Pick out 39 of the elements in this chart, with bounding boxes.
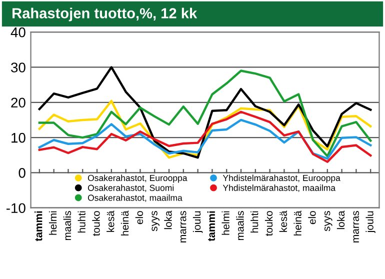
x-tick-label: joulu xyxy=(192,211,203,233)
x-tick-label: kesä xyxy=(106,210,114,232)
x-tick-label: marras xyxy=(353,211,359,242)
line-series xyxy=(38,110,372,163)
x-tick-label: touko xyxy=(264,211,273,236)
x-tick-label: loka xyxy=(336,210,345,230)
x-tick-label: heinä xyxy=(120,210,129,236)
legend-label: Yhdistelmärahastot, maailma xyxy=(222,184,336,192)
legend-label: Yhdistelmärahastot, Eurooppa xyxy=(222,174,340,183)
x-tick-label: maalis xyxy=(63,211,72,240)
x-tick-label: joulu xyxy=(366,211,376,233)
x-tick-label: syys xyxy=(324,211,332,232)
x-tick-label: loka xyxy=(164,210,172,230)
x-tick-label: touko xyxy=(92,211,100,236)
x-tick-label: helmi xyxy=(222,211,230,235)
legend-label: Osakerahastot, maailma xyxy=(88,194,182,202)
y-tick-label: 30 xyxy=(11,62,26,72)
x-tick-label: marras xyxy=(180,211,186,242)
x-tick-label: tammi xyxy=(34,211,42,242)
x-tick-label: huhti xyxy=(250,211,258,232)
y-tick-label: 10 xyxy=(12,132,26,143)
y-tick-label: -10 xyxy=(6,203,26,214)
x-tick-label: elo xyxy=(308,211,316,224)
x-tick-label: tammi xyxy=(207,211,216,242)
line-series xyxy=(38,100,372,159)
x-tick-label: kesä xyxy=(279,210,287,232)
x-tick-label: elo xyxy=(135,211,144,224)
line-series xyxy=(38,118,372,160)
x-tick-label: huhti xyxy=(78,211,86,232)
y-tick-label: 40 xyxy=(10,27,26,38)
y-tick-label: 20 xyxy=(11,98,26,108)
x-tick-label: helmi xyxy=(48,211,57,235)
y-tick-label: 0 xyxy=(18,168,26,178)
legend-label: Osakerahastot, Suomi xyxy=(88,184,174,192)
chart-title: Rahastojen tuotto,%, 12 kk xyxy=(12,8,198,22)
x-tick-label: heinä xyxy=(294,210,302,236)
x-tick-label: syys xyxy=(152,211,160,232)
legend-label: Osakerahastot, Eurooppa xyxy=(88,174,188,183)
x-tick-label: maalis xyxy=(236,211,244,240)
